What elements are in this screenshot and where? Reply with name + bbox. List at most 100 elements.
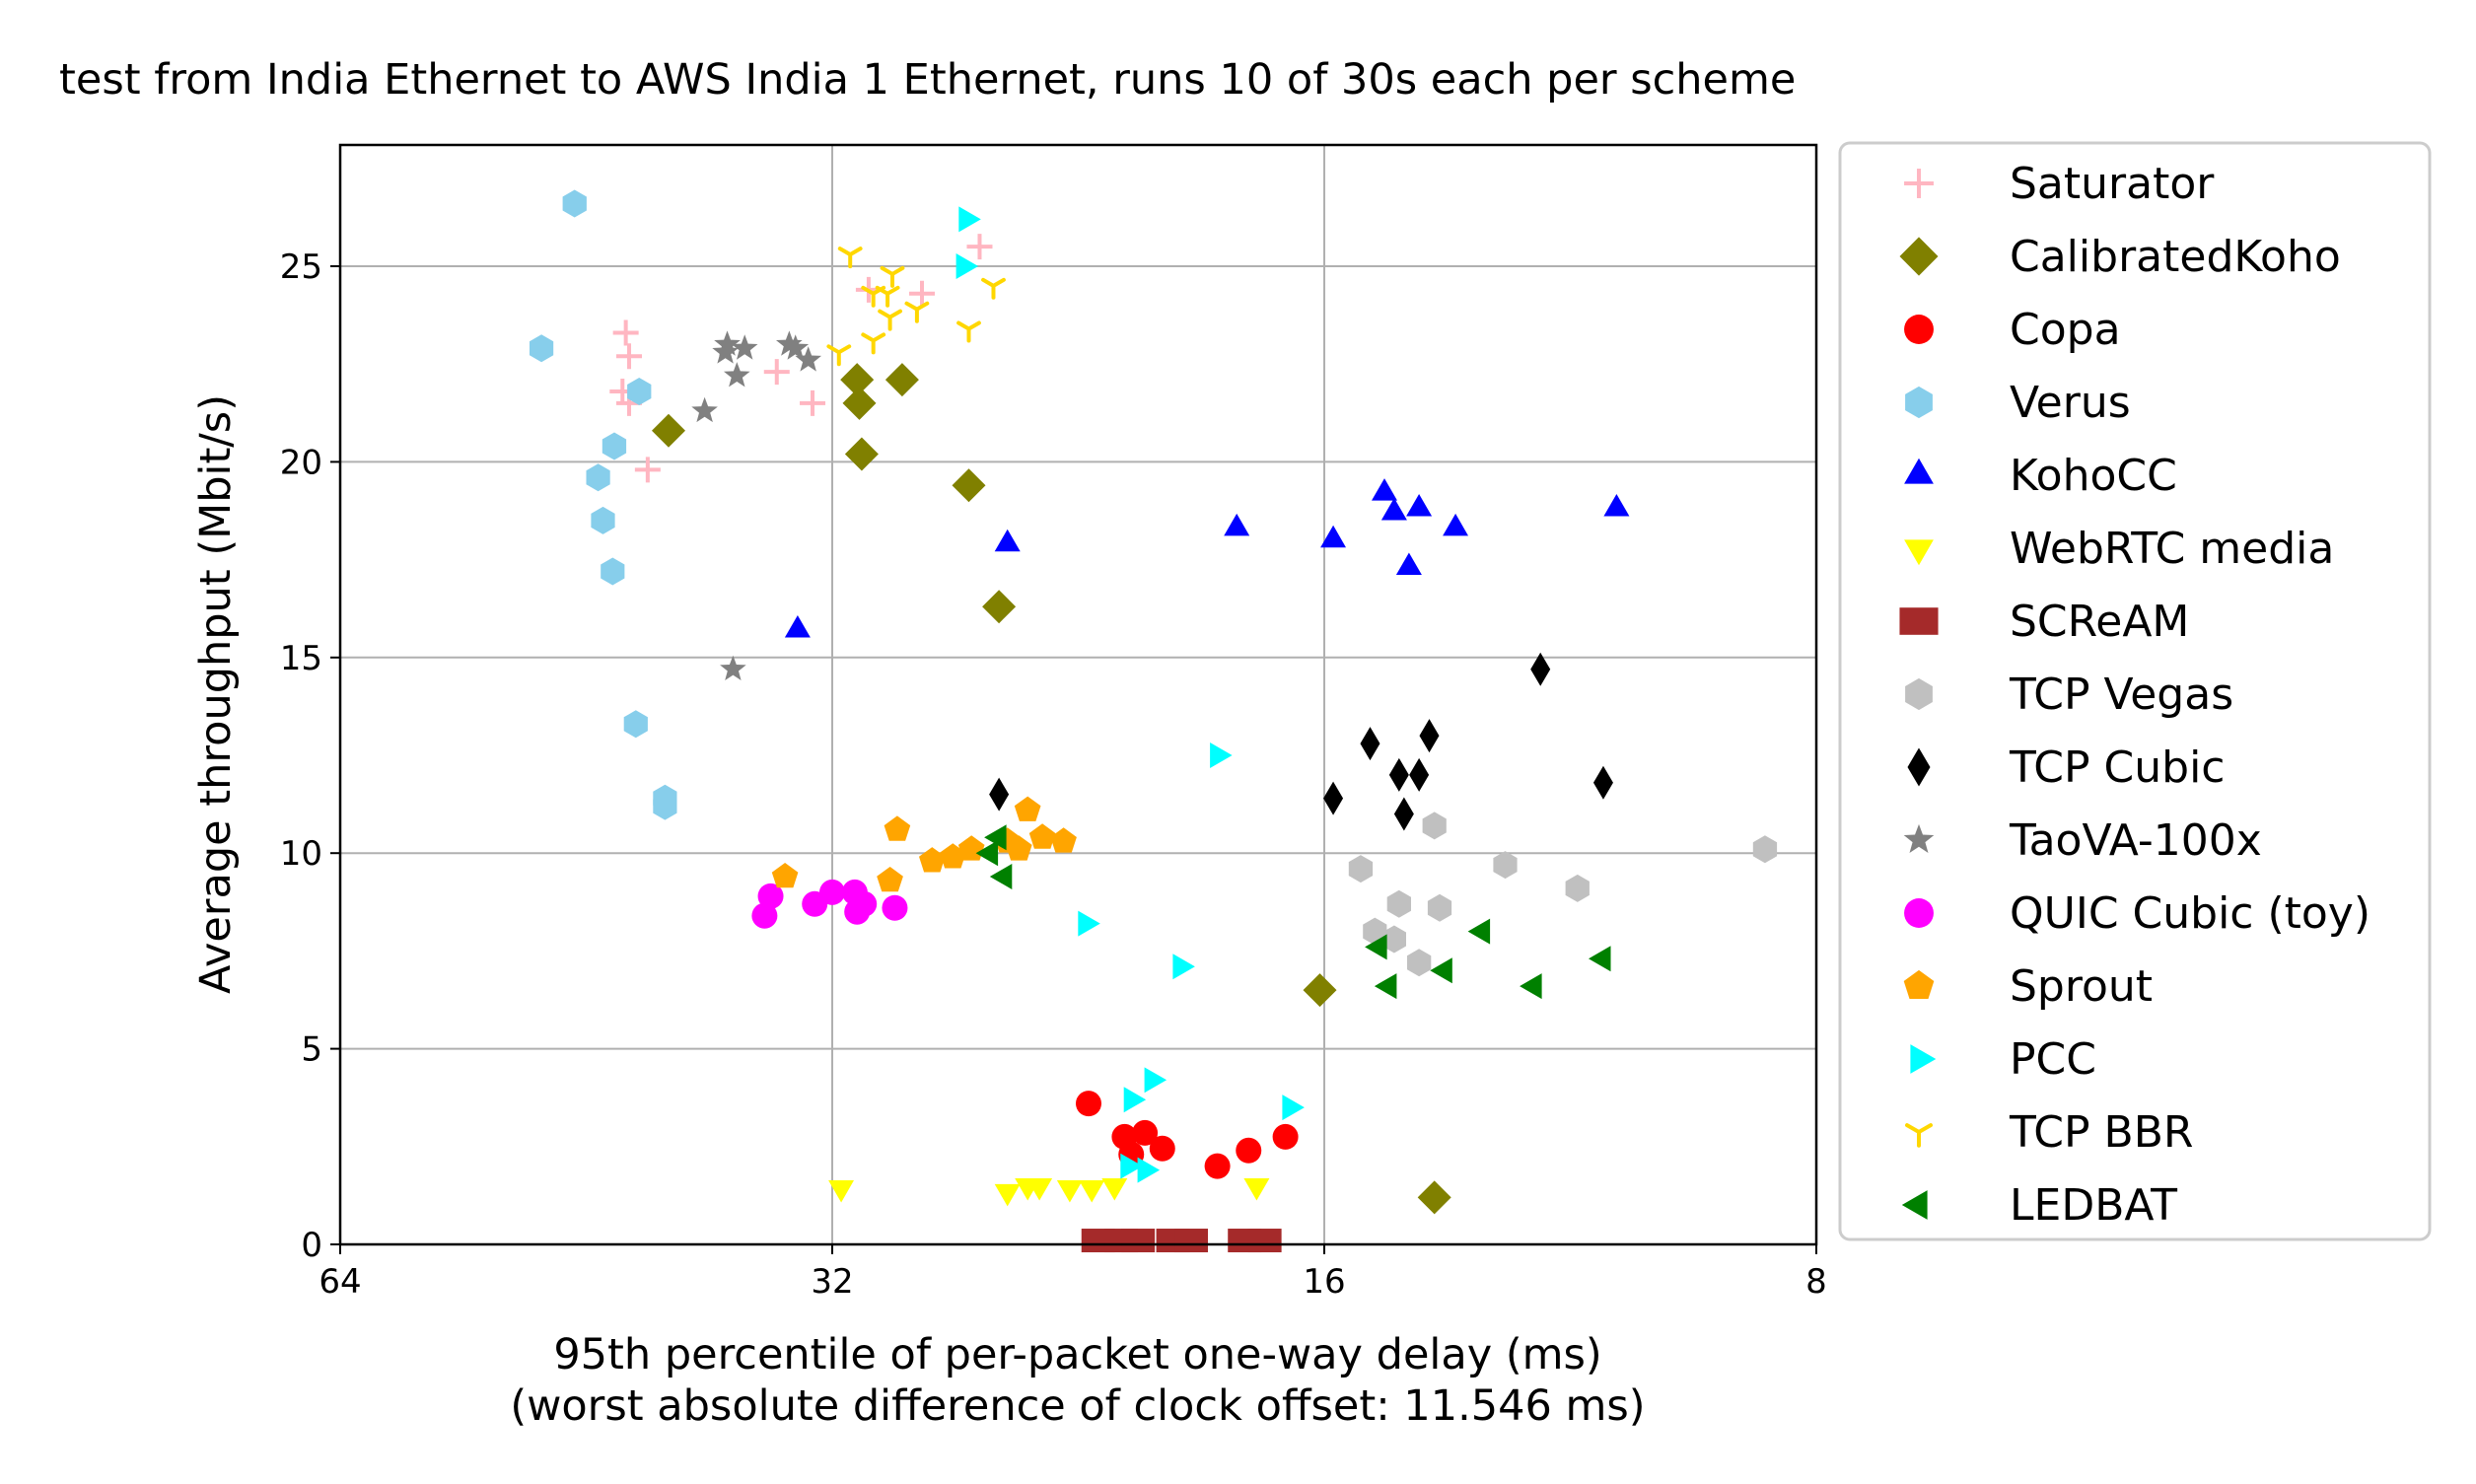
data-point <box>877 867 903 892</box>
data-point <box>601 557 625 586</box>
data-point <box>1422 812 1447 840</box>
data-point <box>1409 757 1430 792</box>
data-point <box>1101 1178 1128 1201</box>
data-point <box>842 386 877 420</box>
series-pcc <box>955 206 1305 1183</box>
data-point <box>1427 893 1452 922</box>
data-point <box>1006 835 1032 861</box>
data-point <box>1603 494 1630 517</box>
data-point <box>627 378 652 405</box>
series-kohocc <box>784 478 1630 638</box>
legend-marker <box>1910 1044 1937 1074</box>
data-point <box>1419 719 1440 753</box>
data-point <box>1530 652 1551 686</box>
data-point <box>1149 1135 1175 1162</box>
data-point <box>1132 1119 1159 1146</box>
data-point <box>956 320 981 343</box>
data-point <box>919 847 946 873</box>
data-point <box>957 835 985 861</box>
series-saturator <box>609 234 993 483</box>
grid <box>339 145 1817 1245</box>
data-point <box>1243 1178 1270 1201</box>
legend-item-quic-cubic-toy: QUIC Cubic (toy) <box>1904 888 2370 939</box>
x-tick-label: 32 <box>811 1262 853 1302</box>
legend-item-calibratedkoho: CalibratedKoho <box>1899 232 2341 282</box>
data-point <box>1372 478 1397 501</box>
legend-marker <box>1903 969 1935 999</box>
data-point <box>1417 1180 1451 1215</box>
data-point <box>1348 855 1374 883</box>
data-point <box>1323 781 1344 815</box>
data-point <box>776 330 803 356</box>
data-point <box>712 338 739 364</box>
legend-item-kohocc: KohoCC <box>1904 451 2177 501</box>
data-point <box>653 792 677 820</box>
data-point <box>612 319 639 346</box>
series-sprout <box>771 796 1077 892</box>
data-point <box>784 615 811 638</box>
data-point <box>994 529 1021 552</box>
data-point <box>1381 925 1406 954</box>
legend-label: Sprout <box>2010 961 2153 1012</box>
y-tick-label: 5 <box>301 1030 322 1070</box>
data-point <box>1395 552 1422 575</box>
data-point <box>1467 918 1491 945</box>
data-point <box>714 330 741 356</box>
data-point <box>591 506 615 534</box>
legend: Saturator CalibratedKoho Copa Verus KohoCC We… <box>1838 141 2432 1241</box>
data-point <box>1056 1180 1083 1203</box>
data-point <box>1282 1095 1305 1121</box>
legend-item-copa: Copa <box>1904 305 2121 355</box>
data-point <box>940 843 966 869</box>
data-point <box>1050 827 1077 853</box>
x-tick-label: 64 <box>318 1262 361 1302</box>
data-point <box>904 301 930 323</box>
y-tick-label: 0 <box>301 1226 322 1265</box>
data-point <box>1247 1229 1282 1253</box>
data-point <box>966 234 993 260</box>
data-point <box>861 332 886 355</box>
data-point <box>757 883 784 909</box>
data-point <box>1079 1180 1105 1203</box>
data-point <box>562 189 587 218</box>
legend-label: KohoCC <box>2010 451 2177 501</box>
legend-item-taova-100x: TaoVA-100x <box>1903 815 2262 866</box>
data-point <box>1210 742 1233 768</box>
data-point <box>586 463 610 492</box>
legend-label: TCP BBR <box>2009 1107 2193 1158</box>
series-tcp-cubic <box>989 652 1613 831</box>
data-point <box>1075 1091 1101 1117</box>
legend-item-scream: SCReAM <box>1899 597 2189 647</box>
legend-marker <box>1904 169 1934 198</box>
data-point <box>1365 934 1387 960</box>
data-point <box>878 309 902 331</box>
data-point <box>837 247 863 269</box>
y-tick-label: 25 <box>280 247 322 287</box>
data-point <box>1443 513 1468 536</box>
legend-frame <box>1838 141 2432 1241</box>
data-point <box>975 840 999 867</box>
legend-marker <box>1905 677 1933 711</box>
legend-item-tcp-cubic: TCP Cubic <box>1907 742 2226 793</box>
data-point <box>1014 796 1041 821</box>
data-point <box>1272 1123 1299 1150</box>
data-point <box>724 362 750 388</box>
data-point <box>989 864 1013 889</box>
data-point <box>1144 1067 1167 1094</box>
legend-label: TCP Cubic <box>2009 742 2226 793</box>
legend-label: QUIC Cubic (toy) <box>2010 888 2370 939</box>
data-point <box>984 824 1007 851</box>
data-point <box>981 277 1006 300</box>
y-tick-label: 15 <box>280 639 322 678</box>
data-points <box>530 189 1778 1253</box>
series-verus <box>530 189 677 820</box>
data-point <box>1360 727 1380 761</box>
legend-item-saturator: Saturator <box>1904 159 2215 209</box>
data-point <box>1026 1178 1053 1201</box>
data-point <box>828 1180 854 1203</box>
series-quic-cubic-toy <box>751 879 908 929</box>
data-point <box>1236 1137 1262 1164</box>
data-point <box>1121 1229 1156 1253</box>
legend-label: Saturator <box>2010 159 2215 209</box>
data-point <box>1303 973 1337 1008</box>
